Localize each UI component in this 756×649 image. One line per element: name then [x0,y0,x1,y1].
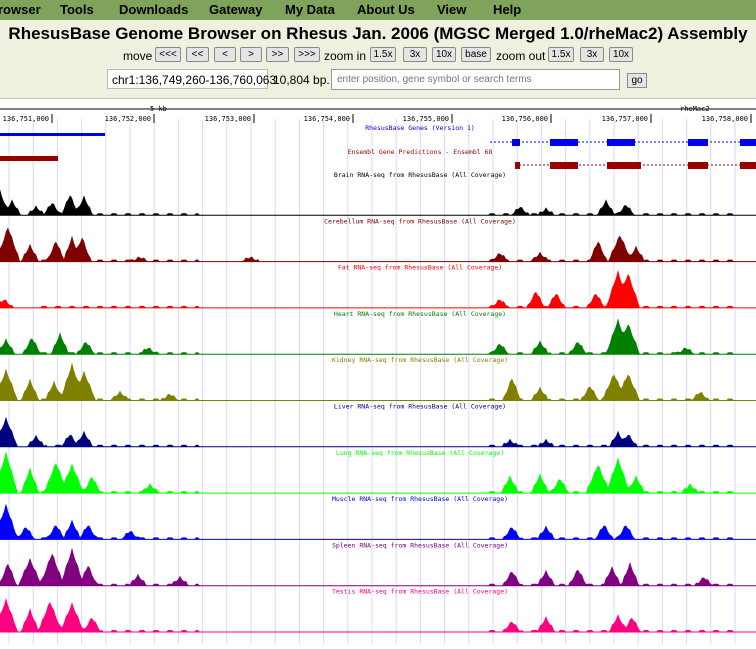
ruler-tick-label: 136,756,000 [502,115,548,123]
track-label-rnaseq: Heart RNA-seq from RhesusBase (All Cover… [334,310,506,318]
move-label: move [123,49,153,63]
menu-tools[interactable]: Tools [60,2,94,17]
coverage-area [0,318,756,355]
move-left-button[interactable]: << [186,47,209,62]
track-label-rnaseq: Kidney RNA-seq from RhesusBase (All Cove… [332,356,508,364]
menu-about-us[interactable]: About Us [357,2,415,17]
coverage-area [0,451,756,494]
coverage-area [0,362,756,401]
ruler-scale: 5 kb [150,105,167,113]
coverage-area [0,503,756,540]
menu-gateway[interactable]: Gateway [209,2,263,17]
go-button[interactable]: go [627,73,647,88]
gene-exon [740,139,756,146]
ruler-tick-label: 136,755,000 [403,115,449,123]
ensembl-exon [515,162,520,169]
move-right-button[interactable]: >> [266,47,289,62]
zoom-in-1-5x-button[interactable]: 1.5x [370,47,396,62]
track-label-ensembl: Ensembl Gene Predictions - Ensembl 68 [348,148,493,156]
ruler-tick-label: 136,752,000 [105,115,151,123]
move-left-far-button[interactable]: <<< [155,47,181,62]
move-left-small-button[interactable]: < [214,47,236,62]
move-right-far-button[interactable]: >>> [294,47,320,62]
coverage-area [0,547,756,586]
menu-view[interactable]: View [437,2,467,17]
ruler-tick-label: 136,758,000 [702,115,748,123]
zoom-in-10x-button[interactable]: 10x [432,47,456,62]
ensembl-exon [688,162,708,169]
page-title: RhesusBase Genome Browser on Rhesus Jan.… [8,24,748,43]
coverage-area [0,598,756,632]
menu-downloads[interactable]: Downloads [119,2,189,17]
ensembl-exon [740,162,756,169]
zoom-in-label: zoom in [324,49,367,63]
genome-browser-image[interactable]: 5 kb rheMac2 136,751,000 136,752,000 136,753… [0,98,756,644]
zoom-out-1-5x-button[interactable]: 1.5x [548,47,574,62]
menu-help[interactable]: Help [493,2,522,17]
coverage-area [0,189,756,216]
ruler-tick-label: 136,751,000 [3,115,49,123]
search-input[interactable] [331,69,620,90]
track-label-rnaseq: Fat RNA-seq from RhesusBase (All Coverag… [338,264,502,272]
ruler-tick-label: 136,753,000 [205,115,251,123]
ruler-assembly: rheMac2 [680,105,710,113]
gene-exon [512,139,520,146]
menu-my-data[interactable]: My Data [285,2,335,17]
ensembl-feature [0,156,58,161]
gene-exon [688,139,708,146]
coverage-area [0,269,756,308]
ruler-tick-label: 136,754,000 [304,115,350,123]
zoom-in-3x-button[interactable]: 3x [403,47,427,62]
ruler-tick-label: 136,757,000 [602,115,648,123]
region-size: 10,804 bp. [273,73,330,87]
zoom-base-button[interactable]: base [461,47,491,62]
ensembl-exon [550,162,578,169]
track-label-rnaseq: Spleen RNA-seq from RhesusBase (All Cove… [332,541,508,549]
gene-exon [607,139,635,146]
ensembl-exon [607,162,641,169]
track-label-rhesusbase-genes: RhesusBase Genes (Version 1) [365,124,475,132]
tracks-canvas[interactable]: 5 kb rheMac2 136,751,000 136,752,000 136,753… [0,99,756,644]
gene-feature [0,133,105,136]
track-label-rnaseq: Cerebellum RNA-seq from RhesusBase (All … [324,217,516,225]
menu-genome-browser[interactable]: rowser [0,2,41,17]
zoom-out-label: zoom out [496,49,546,63]
coverage-area [0,227,756,262]
gene-exon [550,139,578,146]
track-label-rnaseq: Muscle RNA-seq from RhesusBase (All Cove… [332,495,508,503]
position-display: chr1:136,749,260-136,760,063 [107,69,276,89]
track-label-rnaseq: Testis RNA-seq from RhesusBase (All Cove… [332,588,508,596]
zoom-out-3x-button[interactable]: 3x [580,47,604,62]
menu-bar: rowser Tools Downloads Gateway My Data A… [0,0,756,21]
zoom-out-10x-button[interactable]: 10x [609,47,633,62]
track-label-rnaseq: Brain RNA-seq from RhesusBase (All Cover… [334,171,506,179]
track-label-rnaseq: Liver RNA-seq from RhesusBase (All Cover… [334,403,506,411]
coverage-area [0,416,756,447]
track-label-rnaseq: Lung RNA-seq from RhesusBase (All Covera… [336,449,504,457]
move-right-small-button[interactable]: > [240,47,262,62]
